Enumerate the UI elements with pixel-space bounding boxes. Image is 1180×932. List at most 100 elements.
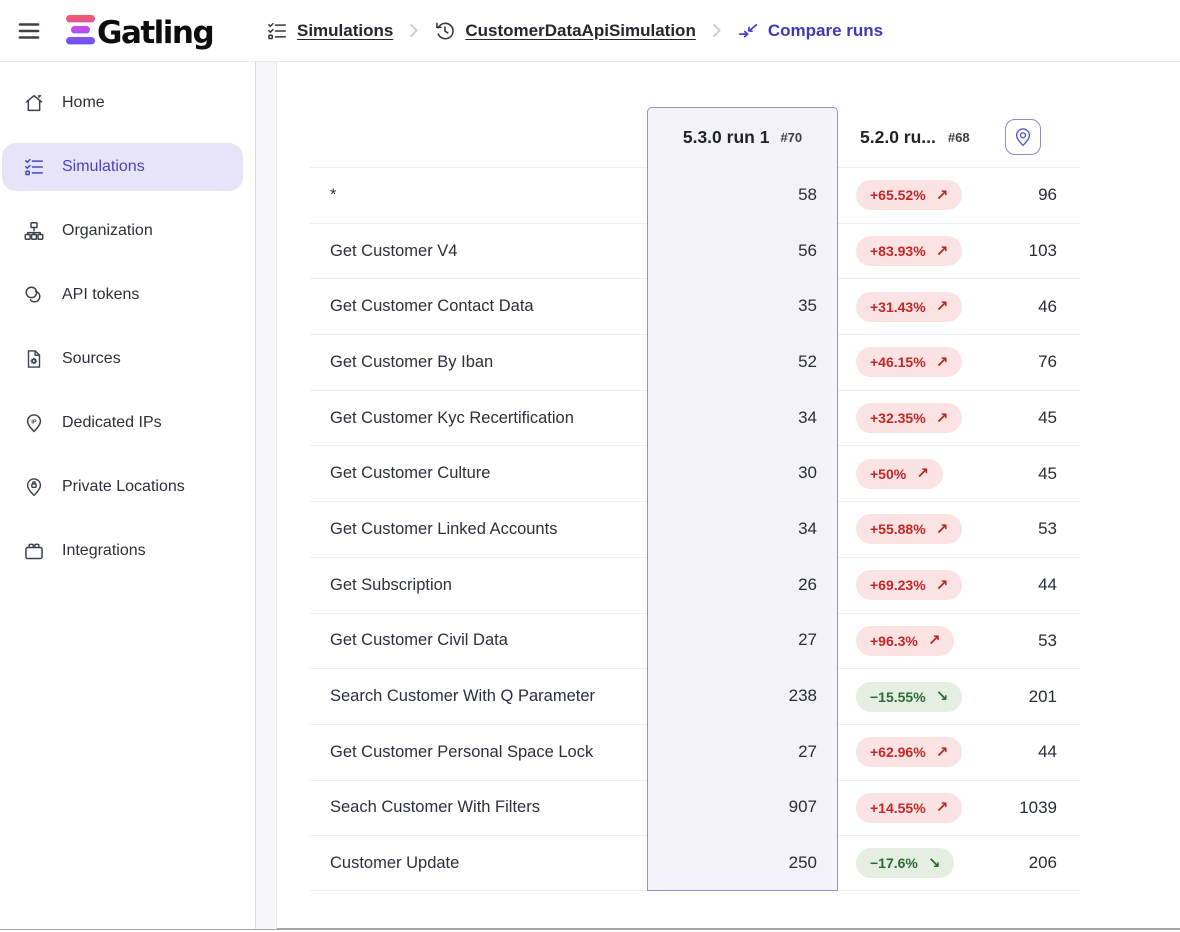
run2-value: 201 <box>975 668 1080 724</box>
delta-value: +50% <box>870 465 907 482</box>
delta-badge: +83.93% ↗ <box>856 236 963 267</box>
window-bottom-edge <box>0 928 1180 930</box>
delta-badge: +65.52% ↗ <box>856 180 963 211</box>
run1-value: 34 <box>647 501 838 557</box>
table-row: Customer Update 250 −17.6% ↘ 206 <box>310 835 1080 891</box>
menu-hamburger-icon[interactable] <box>14 16 44 46</box>
logo-swoosh-icon <box>66 14 95 44</box>
run1-value: 30 <box>647 445 838 502</box>
sidebar-item-integrations[interactable]: Integrations <box>2 527 243 575</box>
comparison-table: 5.3.0 run 1 #70 5.2.0 ru... #68 * 58 +65… <box>310 107 1080 891</box>
table-row: Get Subscription 26 +69.23% ↗ 44 <box>310 556 1080 613</box>
run1-value: 27 <box>647 612 838 669</box>
table-row: Get Customer Personal Space Lock 27 +62.… <box>310 723 1080 780</box>
run1-value: 250 <box>647 835 838 891</box>
sidebar-item-organization[interactable]: Organization <box>2 207 243 255</box>
breadcrumb-compare-runs[interactable]: Compare runs <box>737 20 883 42</box>
table-row: Get Customer Contact Data 35 +31.43% ↗ 4… <box>310 278 1080 335</box>
run2-value: 44 <box>975 556 1080 613</box>
delta-arrow-icon: ↘ <box>927 854 941 872</box>
sidebar-item-simulations[interactable]: Simulations <box>2 143 243 191</box>
sidebar: Home Simulations Organization API tokens <box>0 62 256 929</box>
sidebar-item-dedicated-ips[interactable]: IP Dedicated IPs <box>2 399 243 447</box>
gatling-logo[interactable]: Gatling <box>64 9 232 53</box>
run1-value: 26 <box>647 556 838 613</box>
table-row: Get Customer Culture 30 +50% ↗ 45 <box>310 445 1080 502</box>
home-icon <box>25 94 43 112</box>
run2-value: 44 <box>975 723 1080 780</box>
run1-value: 52 <box>647 334 838 390</box>
sidebar-item-label: Sources <box>62 350 121 367</box>
sidebar-item-api-tokens[interactable]: API tokens <box>2 271 243 319</box>
tokens-icon <box>25 286 41 303</box>
delta-arrow-icon: ↗ <box>935 409 949 427</box>
sidebar-item-label: Integrations <box>62 542 146 559</box>
breadcrumb-compare-runs-label: Compare runs <box>767 20 884 40</box>
delta-value: +31.43% <box>870 298 926 315</box>
request-label: Get Subscription <box>310 556 647 613</box>
run1-value: 907 <box>647 779 838 836</box>
pin-lock-icon <box>26 478 42 497</box>
sidebar-item-label: Simulations <box>62 158 145 175</box>
sidebar-item-sources[interactable]: Sources <box>2 335 243 383</box>
delta-arrow-icon: ↗ <box>935 353 949 371</box>
sidebar-item-label: Private Locations <box>62 478 185 495</box>
run2-number: #68 <box>947 129 970 145</box>
delta-value: +32.35% <box>870 410 926 427</box>
run1-column-header[interactable]: 5.3.0 run 1 #70 <box>647 107 838 167</box>
request-label: Get Customer Contact Data <box>310 278 647 334</box>
file-gear-icon <box>27 350 41 368</box>
request-label: Get Customer Civil Data <box>310 612 647 669</box>
request-label: Customer Update <box>310 835 647 891</box>
table-row: Get Customer By Iban 52 +46.15% ↗ 76 <box>310 334 1080 390</box>
run2-value: 46 <box>975 278 1080 334</box>
pin-ip-icon: IP <box>26 414 42 433</box>
run1-value: 56 <box>647 222 838 279</box>
delta-arrow-icon: ↘ <box>935 688 949 706</box>
delta-value: +46.15% <box>870 354 926 371</box>
delta-value: +14.55% <box>870 799 926 816</box>
breadcrumb-simulation-name-label: CustomerDataApiSimulation <box>465 20 696 40</box>
delta-value: −15.55% <box>870 688 926 705</box>
delta-badge: +62.96% ↗ <box>856 737 963 768</box>
location-filter-button[interactable] <box>1004 119 1041 155</box>
delta-arrow-icon: ↗ <box>935 520 949 538</box>
delta-badge: +96.3% ↗ <box>856 625 955 656</box>
chevron-right-icon <box>713 24 721 37</box>
sidebar-item-label: API tokens <box>62 286 140 303</box>
delta-value: +83.93% <box>870 243 926 260</box>
run2-value: 45 <box>975 445 1080 501</box>
delta-value: +65.52% <box>870 187 926 204</box>
sidebar-item-label: Dedicated IPs <box>62 414 162 431</box>
run2-label[interactable]: 5.2.0 ru... <box>860 126 936 147</box>
delta-badge: +32.35% ↗ <box>856 403 963 434</box>
checklist-icon <box>25 158 43 176</box>
run1-value: 34 <box>647 389 838 446</box>
run1-value: 58 <box>647 167 838 223</box>
delta-badge: +69.23% ↗ <box>856 570 963 601</box>
table-row: Get Customer Kyc Recertification 34 +32.… <box>310 389 1080 446</box>
top-bar: Gatling Simulations CustomerDataApiSimul… <box>0 0 1180 62</box>
comparison-table-header: 5.3.0 run 1 #70 5.2.0 ru... #68 <box>310 107 1080 167</box>
compare-runs-icon <box>738 23 757 38</box>
request-label: Seach Customer With Filters <box>310 779 647 836</box>
comparison-rows: * 58 +65.52% ↗ 96 Get Customer V4 56 +83… <box>310 167 1080 891</box>
delta-value: +96.3% <box>870 632 918 649</box>
panel-divider <box>256 62 277 929</box>
breadcrumb-simulations[interactable]: Simulations <box>266 20 393 42</box>
brick-icon <box>25 543 43 560</box>
delta-arrow-icon: ↗ <box>935 799 949 817</box>
sidebar-item-label: Home <box>62 94 105 111</box>
sidebar-item-home[interactable]: Home <box>2 79 243 127</box>
run2-value: 76 <box>975 334 1080 390</box>
delta-arrow-icon: ↗ <box>935 576 949 594</box>
delta-badge: +31.43% ↗ <box>856 291 963 322</box>
logo-wordmark: Gatling <box>97 15 213 51</box>
sidebar-item-private-locations[interactable]: Private Locations <box>2 463 243 511</box>
location-pin-icon <box>1015 128 1030 147</box>
delta-value: +55.88% <box>870 521 926 538</box>
breadcrumb-simulation-name[interactable]: CustomerDataApiSimulation <box>434 20 696 42</box>
delta-value: −17.6% <box>870 855 918 872</box>
request-label: Get Customer By Iban <box>310 334 647 390</box>
delta-badge: +14.55% ↗ <box>856 792 963 823</box>
